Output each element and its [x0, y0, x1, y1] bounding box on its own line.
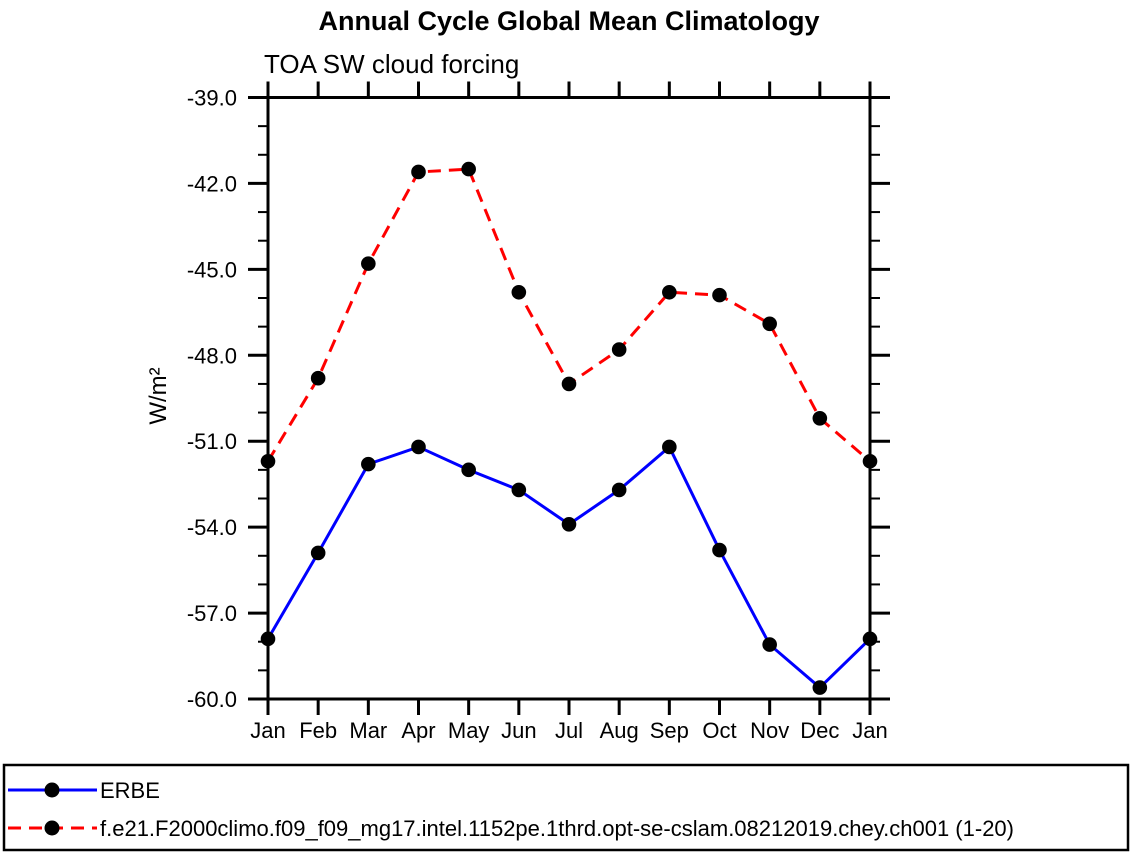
y-tick-label: -48.0: [187, 343, 237, 368]
data-point-marker: [561, 376, 577, 392]
axis-ticks: Jan Feb Mar Apr May Jun Jul Aug Sep Oct Nov Dec Jan-…: [187, 81, 890, 743]
data-point-marker: [361, 456, 376, 472]
data-point-marker: [461, 161, 476, 177]
data-point-marker: [310, 545, 326, 561]
data-point-marker: [862, 453, 878, 469]
x-tick-label: Oct: [702, 718, 736, 743]
y-tick-label: -39.0: [187, 86, 237, 111]
data-point-marker: [611, 342, 627, 357]
y-tick-label: -54.0: [187, 515, 237, 540]
data-point-marker: [411, 439, 426, 455]
data-point-marker: [561, 516, 577, 532]
x-tick-label: Jun: [501, 718, 536, 743]
data-point-marker: [511, 482, 527, 498]
chart-subtitle: TOA SW cloud forcing: [264, 49, 519, 79]
chart-title: Annual Cycle Global Mean Climatology: [318, 6, 819, 36]
y-tick-label: -57.0: [187, 601, 237, 626]
data-point-marker: [712, 287, 727, 303]
data-point-marker: [812, 680, 828, 695]
data-point-marker: [812, 411, 828, 426]
legend-series-label: ERBE: [100, 778, 160, 803]
y-tick-label: -42.0: [187, 171, 237, 196]
data-point-marker: [310, 370, 326, 386]
x-tick-label: Jan: [852, 718, 887, 743]
data-point-marker: [762, 316, 777, 332]
series-line-0: [266, 444, 872, 690]
legend-entry: ERBE: [8, 778, 160, 803]
legend-series-label: f.e21.F2000climo.f09_f09_mg17.intel.1152…: [100, 816, 1014, 841]
legend-border: [2, 763, 1130, 852]
plot-area-border: [266, 96, 872, 701]
legend-entries: ERBE f.e21.F2000climo.f09_f09_mg17.intel.…: [8, 778, 1014, 841]
x-tick-label: Dec: [800, 718, 839, 743]
y-tick-label: -51.0: [187, 429, 237, 454]
x-tick-label: Jan: [250, 718, 285, 743]
data-point-marker: [461, 462, 476, 478]
legend-marker-sample: [44, 782, 60, 798]
x-tick-label: May: [448, 718, 490, 743]
data-point-marker: [712, 542, 727, 558]
legend-entry: f.e21.F2000climo.f09_f09_mg17.intel.1152…: [8, 816, 1014, 841]
data-point-marker: [511, 284, 527, 300]
data-point-marker: [411, 164, 426, 180]
y-tick-label: -60.0: [187, 687, 237, 712]
x-tick-label: Aug: [600, 718, 639, 743]
data-point-marker: [361, 256, 376, 271]
data-point-marker: [862, 631, 878, 647]
x-tick-label: Jul: [555, 718, 583, 743]
data-point-marker: [260, 631, 276, 647]
legend: ERBE f.e21.F2000climo.f09_f09_mg17.intel.…: [2, 763, 1130, 852]
x-tick-label: Feb: [299, 718, 337, 743]
legend-marker-sample: [44, 820, 60, 836]
data-series: [260, 161, 878, 695]
x-tick-label: Mar: [349, 718, 387, 743]
x-tick-label: Sep: [650, 718, 689, 743]
y-tick-label: -45.0: [187, 257, 237, 282]
series-line-1: [266, 167, 871, 463]
x-tick-label: Nov: [750, 718, 789, 743]
y-axis-label: W/m²: [145, 367, 172, 424]
data-point-marker: [662, 284, 677, 300]
data-point-marker: [611, 482, 627, 498]
data-point-marker: [662, 439, 677, 455]
data-point-marker: [260, 453, 276, 469]
x-tick-label: Apr: [401, 718, 435, 743]
data-point-marker: [762, 637, 777, 652]
